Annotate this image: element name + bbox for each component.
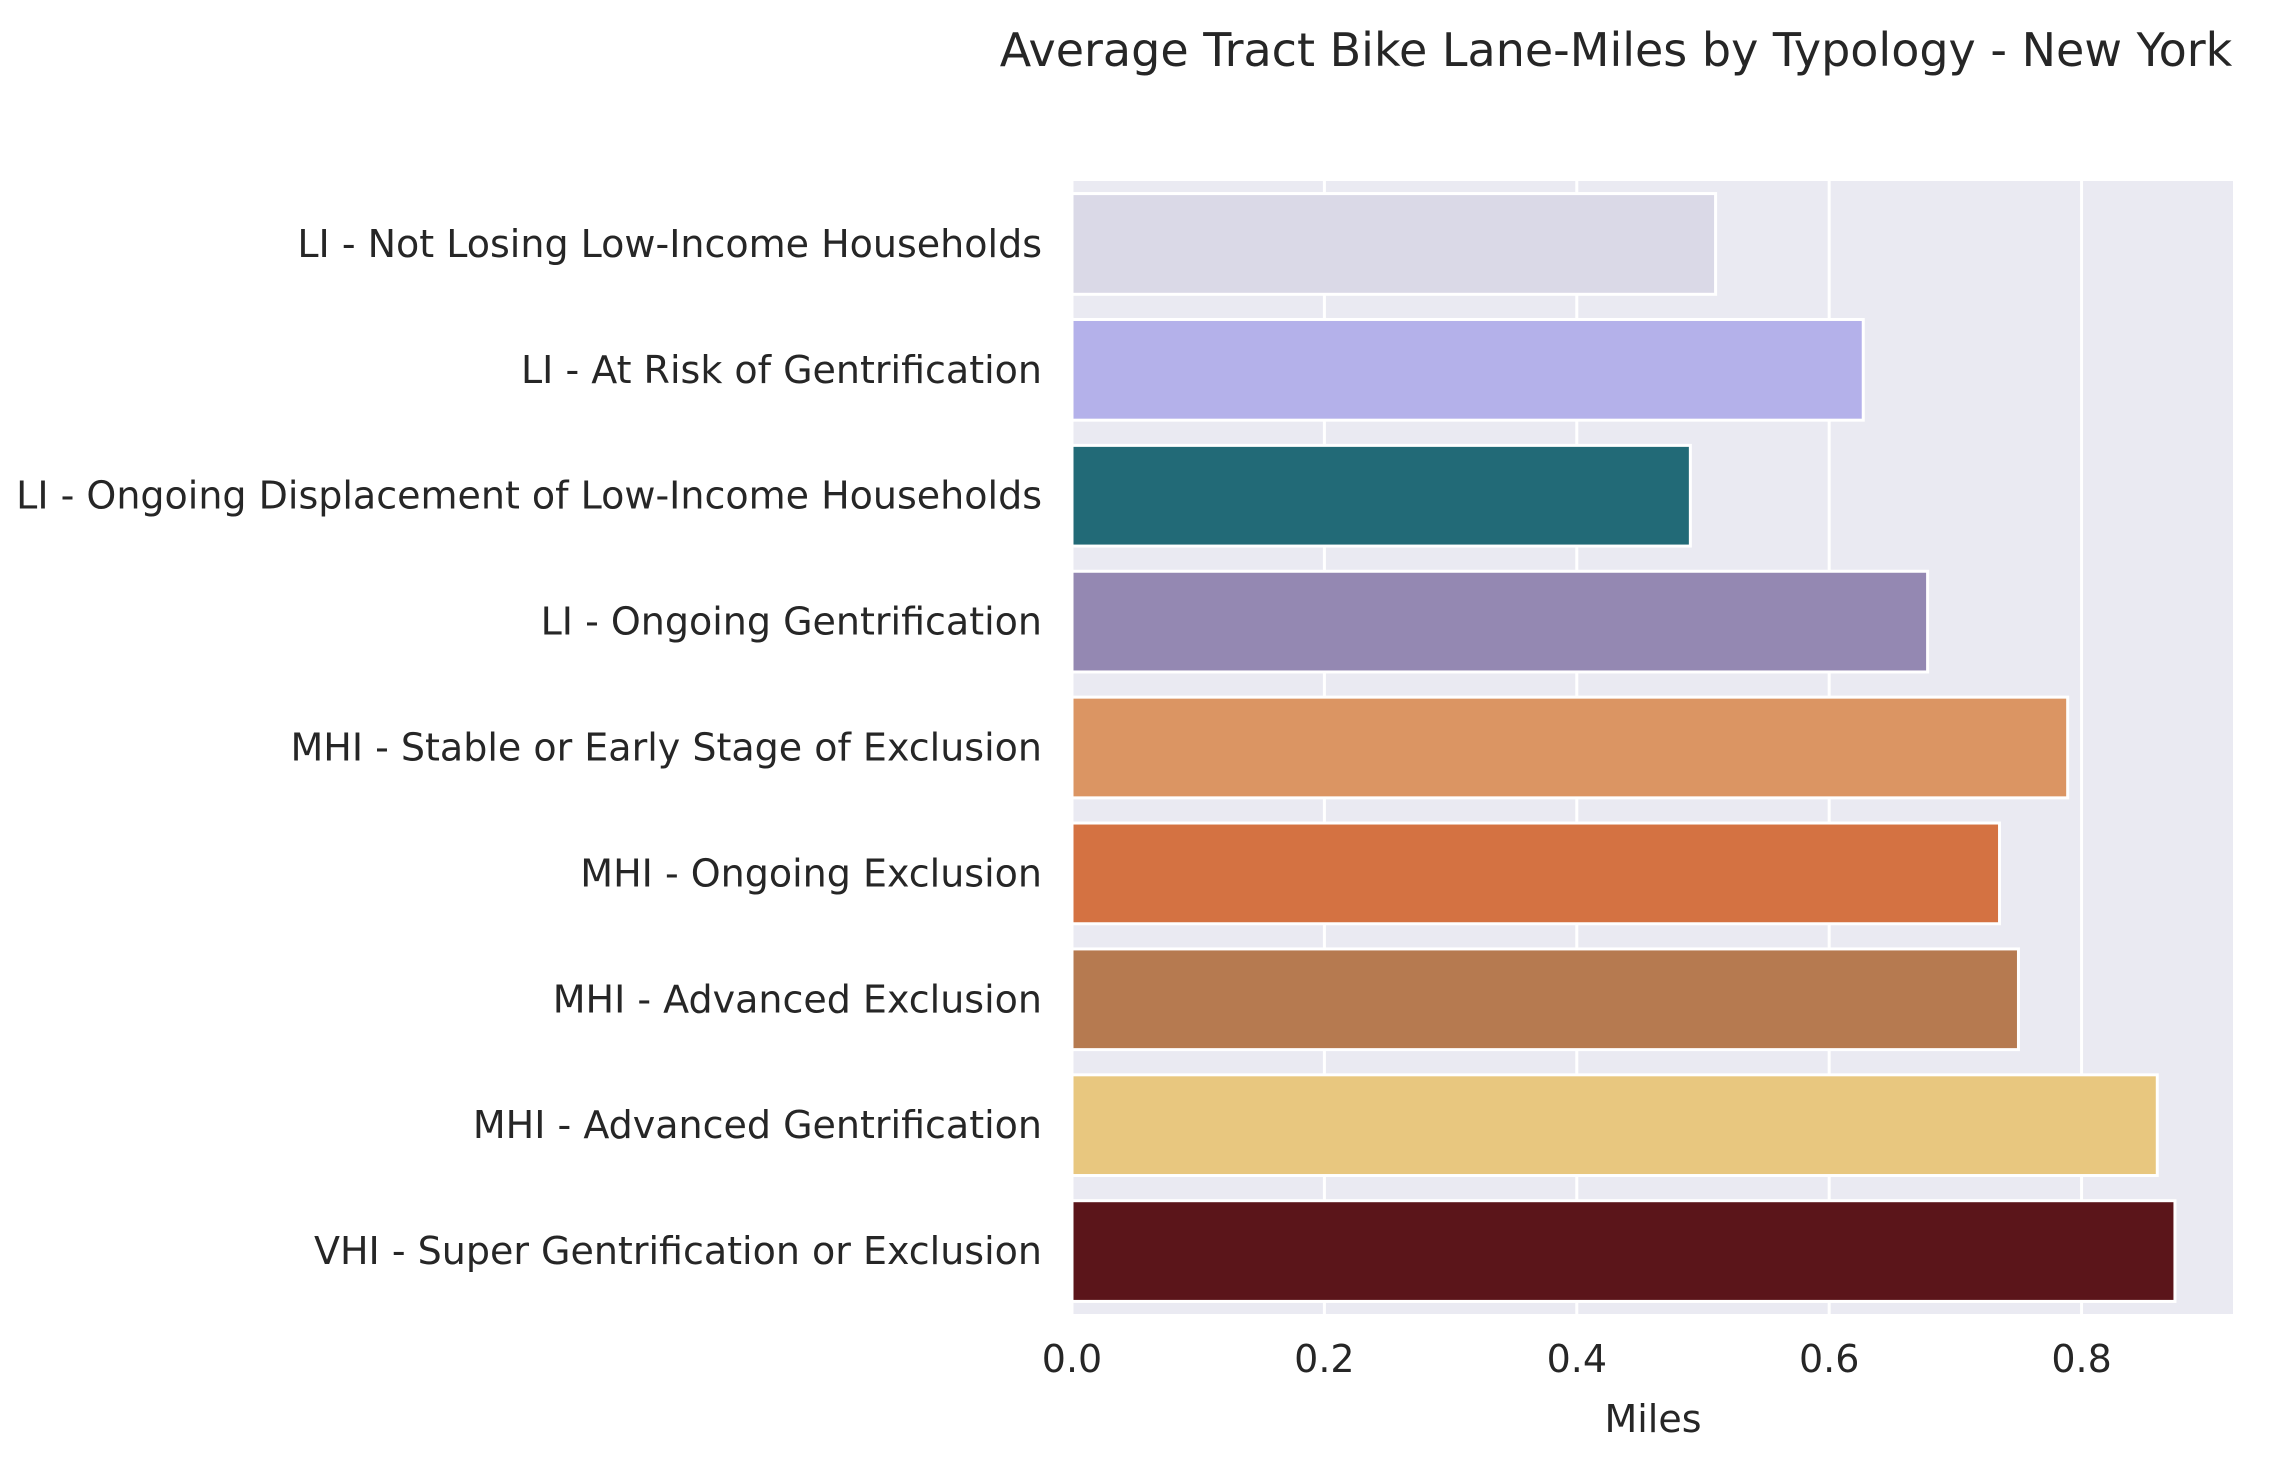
- bar-2: [1070, 443, 1692, 548]
- category-label-6: MHI - Advanced Exclusion: [553, 977, 1042, 1021]
- category-label-2: LI - Ongoing Displacement of Low-Income …: [16, 474, 1042, 518]
- category-label-3: LI - Ongoing Gentrification: [541, 600, 1042, 644]
- bar-4: [1070, 695, 2070, 800]
- category-label-8: VHI - Super Gentrification or Exclusion: [314, 1229, 1042, 1273]
- category-labels: LI - Not Losing Low-Income Households LI …: [16, 222, 1042, 1273]
- bar-7: [1070, 1073, 2159, 1178]
- x-tick-label-4: 0.8: [2051, 1337, 2111, 1381]
- bar-1: [1070, 317, 1865, 422]
- bar-layer: [1070, 192, 2177, 1303]
- category-label-5: MHI - Ongoing Exclusion: [580, 851, 1042, 895]
- bar-3: [1070, 569, 1930, 674]
- bar-5: [1070, 821, 2002, 926]
- chart-title: Average Tract Bike Lane-Miles by Typolog…: [1000, 23, 2233, 77]
- category-label-0: LI - Not Losing Low-Income Households: [297, 222, 1042, 266]
- x-tick-label-1: 0.2: [1294, 1337, 1354, 1381]
- x-tick-label-2: 0.4: [1547, 1337, 1607, 1381]
- category-label-4: MHI - Stable or Early Stage of Exclusion: [290, 726, 1042, 770]
- x-tick-label-0: 0.0: [1042, 1337, 1102, 1381]
- bar-6: [1070, 947, 2020, 1052]
- x-tick-label-3: 0.6: [1799, 1337, 1859, 1381]
- bar-8: [1070, 1199, 2177, 1303]
- category-label-7: MHI - Advanced Gentrification: [473, 1103, 1042, 1147]
- category-label-1: LI - At Risk of Gentrification: [521, 348, 1042, 392]
- x-tick-labels: 0.0 0.2 0.4 0.6 0.8: [1042, 1337, 2112, 1381]
- bar-0: [1070, 192, 1718, 296]
- x-axis-label: Miles: [1604, 1397, 1701, 1441]
